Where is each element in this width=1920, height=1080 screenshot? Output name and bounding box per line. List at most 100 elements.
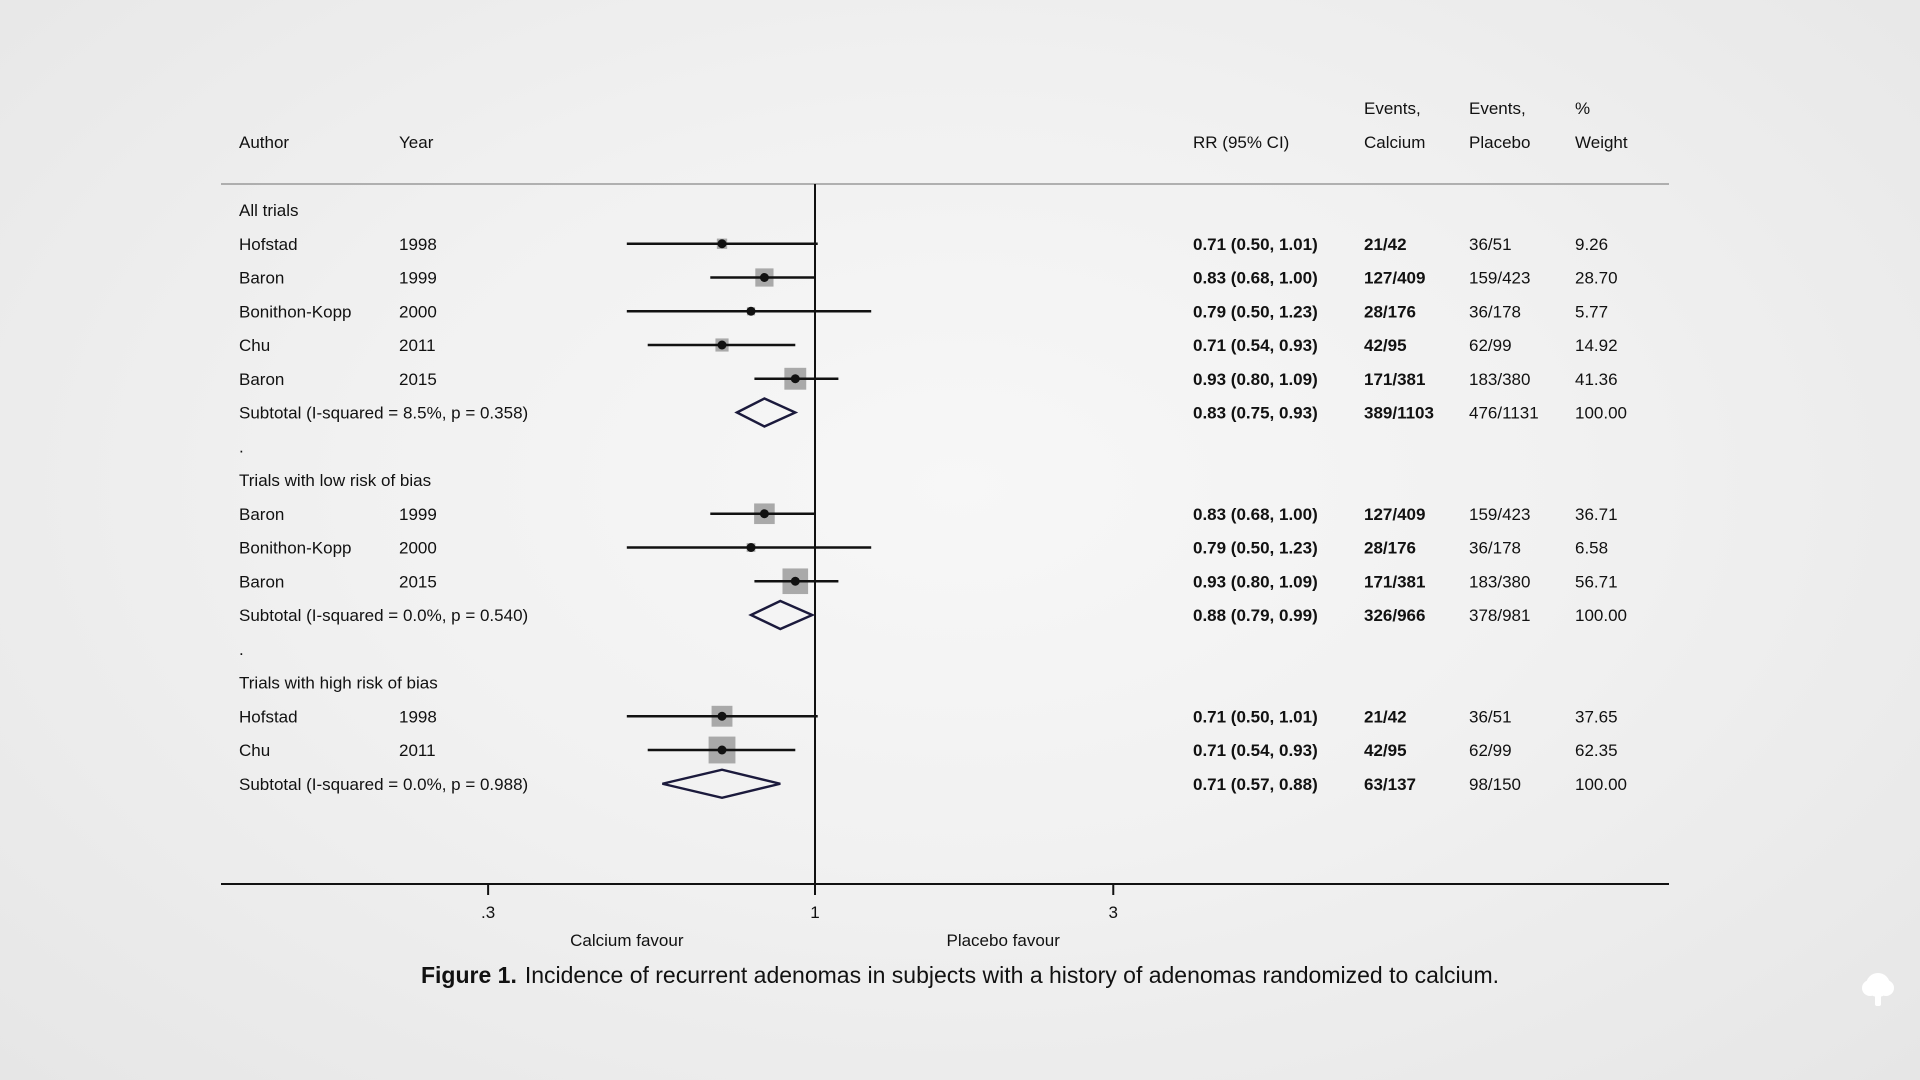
study-year: 2015 <box>399 572 437 591</box>
header-year: Year <box>399 133 434 152</box>
events-calcium: 171/381 <box>1364 572 1425 591</box>
events-calcium: 63/137 <box>1364 775 1416 794</box>
events-placebo: 36/51 <box>1469 235 1512 254</box>
percent-weight: 100.00 <box>1575 404 1627 423</box>
point-estimate <box>790 374 800 384</box>
percent-weight: 100.00 <box>1575 775 1627 794</box>
subtotal-diamond <box>748 599 816 631</box>
point-estimate <box>717 745 727 755</box>
events-calcium: 42/95 <box>1364 741 1407 760</box>
percent-weight: 14.92 <box>1575 336 1618 355</box>
header-events-placebo-line1: Events, <box>1469 99 1526 118</box>
events-placebo: 159/423 <box>1469 505 1530 524</box>
events-calcium: 389/1103 <box>1364 404 1434 423</box>
study-author: Baron <box>239 505 284 524</box>
rr-ci-value: 0.88 (0.79, 0.99) <box>1193 606 1318 625</box>
events-placebo: 98/150 <box>1469 775 1521 794</box>
subtotal-label: Subtotal (I-squared = 0.0%, p = 0.988) <box>239 775 528 794</box>
caption-label: Figure 1. <box>420 962 517 988</box>
events-calcium: 127/409 <box>1364 269 1425 288</box>
table-row-group: All trials <box>239 201 299 220</box>
study-year: 2011 <box>399 741 436 760</box>
study-year: 1998 <box>399 707 437 726</box>
group-label: Trials with low risk of bias <box>239 471 431 490</box>
study-author: Baron <box>239 269 284 288</box>
percent-weight: 62.35 <box>1575 741 1618 760</box>
percent-weight: 5.77 <box>1575 302 1608 321</box>
group-label: Trials with high risk of bias <box>239 674 438 693</box>
header-author: Author <box>239 133 289 152</box>
table-row-subtotal: Subtotal (I-squared = 0.0%, p = 0.988) 0.… <box>239 768 1627 799</box>
table-row-spacer: . <box>239 640 244 659</box>
events-placebo: 36/51 <box>1469 707 1512 726</box>
header-events-calcium-line2: Calcium <box>1364 133 1425 152</box>
group-spacer: . <box>239 640 244 659</box>
study-author: Bonithon-Kopp <box>239 302 351 321</box>
study-year: 2015 <box>399 370 437 389</box>
subtotal-label: Subtotal (I-squared = 0.0%, p = 0.540) <box>239 606 528 625</box>
header-rr: RR (95% CI) <box>1193 133 1289 152</box>
table-row-study: Chu 2011 0.71 (0.54, 0.93) 42/95 62/99 14.92 <box>239 336 1618 355</box>
point-estimate <box>717 711 727 721</box>
rr-ci-value: 0.83 (0.75, 0.93) <box>1193 404 1318 423</box>
study-year: 2000 <box>399 302 437 321</box>
x-tick-label: .3 <box>481 903 495 922</box>
study-author: Chu <box>239 336 270 355</box>
x-tick-label: 3 <box>1109 903 1118 922</box>
rr-ci-value: 0.83 (0.68, 1.00) <box>1193 505 1318 524</box>
study-year: 1999 <box>399 269 437 288</box>
left-favour-label: Calcium favour <box>570 931 684 950</box>
header-weight-line2: Weight <box>1575 133 1628 152</box>
study-year: 1998 <box>399 235 437 254</box>
group-spacer: . <box>239 437 244 456</box>
events-placebo: 36/178 <box>1469 539 1521 558</box>
events-placebo: 378/981 <box>1469 606 1530 625</box>
point-estimate <box>717 239 727 249</box>
table-row-subtotal: Subtotal (I-squared = 0.0%, p = 0.540) 0.… <box>239 599 1627 631</box>
table-row-study: Bonithon-Kopp 2000 0.79 (0.50, 1.23) 28/176… <box>239 539 1608 558</box>
table-row-group: Trials with high risk of bias <box>239 674 438 693</box>
table-row-group: Trials with low risk of bias <box>239 471 431 490</box>
point-estimate <box>746 306 756 316</box>
x-axis-ticks: .3 1 3 <box>481 884 1118 922</box>
table-row-spacer: . <box>239 437 244 456</box>
table-row-study: Baron 2015 0.93 (0.80, 1.09) 171/381 183/380… <box>239 367 1618 390</box>
study-author: Baron <box>239 572 284 591</box>
percent-weight: 6.58 <box>1575 539 1608 558</box>
rr-ci-value: 0.79 (0.50, 1.23) <box>1193 539 1318 558</box>
group-label: All trials <box>239 201 299 220</box>
events-placebo: 476/1131 <box>1469 404 1539 423</box>
rr-ci-value: 0.93 (0.80, 1.09) <box>1193 572 1318 591</box>
subtotal-label: Subtotal (I-squared = 8.5%, p = 0.358) <box>239 404 528 423</box>
study-author: Baron <box>239 370 284 389</box>
tree-icon <box>1862 973 1894 1006</box>
study-author: Bonithon-Kopp <box>239 539 351 558</box>
subtotal-diamond <box>734 397 799 428</box>
table-row-study: Baron 1999 0.83 (0.68, 1.00) 127/409 159/423… <box>239 503 1618 525</box>
header-weight-line1: % <box>1575 99 1590 118</box>
table-row-study: Hofstad 1998 0.71 (0.50, 1.01) 21/42 36/51 37… <box>239 705 1618 727</box>
table-row-study: Hofstad 1998 0.71 (0.50, 1.01) 21/42 36/51 9.… <box>239 235 1608 254</box>
point-estimate <box>790 576 800 586</box>
header-events-calcium-line1: Events, <box>1364 99 1421 118</box>
rr-ci-value: 0.93 (0.80, 1.09) <box>1193 370 1318 389</box>
table-row-study: Baron 1999 0.83 (0.68, 1.00) 127/409 159/423… <box>239 268 1618 288</box>
study-author: Chu <box>239 741 270 760</box>
events-placebo: 62/99 <box>1469 741 1512 760</box>
table-row-subtotal: Subtotal (I-squared = 8.5%, p = 0.358) 0.… <box>239 397 1627 428</box>
point-estimate <box>717 340 727 350</box>
rr-ci-value: 0.79 (0.50, 1.23) <box>1193 302 1318 321</box>
rr-ci-value: 0.71 (0.57, 0.88) <box>1193 775 1318 794</box>
point-estimate <box>759 273 769 282</box>
events-calcium: 28/176 <box>1364 302 1416 321</box>
forest-rows: All trials Hofstad 1998 0.71 (0.50, 1.01) 21… <box>239 201 1627 799</box>
point-estimate <box>759 509 769 519</box>
events-placebo: 62/99 <box>1469 336 1512 355</box>
subtotal-diamond <box>662 768 781 799</box>
events-calcium: 28/176 <box>1364 539 1416 558</box>
study-author: Hofstad <box>239 235 298 254</box>
figure-caption: Figure 1. Incidence of recurrent adenomas… <box>0 962 1920 989</box>
study-year: 2011 <box>399 336 436 355</box>
events-calcium: 127/409 <box>1364 505 1425 524</box>
point-estimate <box>746 543 756 552</box>
